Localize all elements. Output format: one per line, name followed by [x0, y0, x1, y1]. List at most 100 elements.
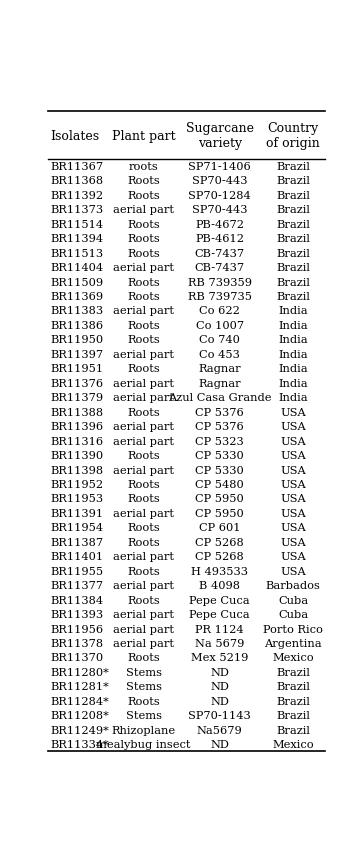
Text: BR11404: BR11404: [51, 263, 104, 273]
Text: BR11398: BR11398: [51, 465, 104, 475]
Text: Roots: Roots: [127, 494, 160, 504]
Text: BR11393: BR11393: [51, 609, 104, 619]
Text: Brazil: Brazil: [276, 292, 310, 302]
Text: India: India: [278, 321, 308, 331]
Text: Stems: Stems: [126, 667, 162, 677]
Text: PR 1124: PR 1124: [195, 624, 244, 634]
Text: Cuba: Cuba: [278, 609, 308, 619]
Text: aerial part: aerial part: [113, 624, 174, 634]
Text: Azul Casa Grande: Azul Casa Grande: [168, 392, 272, 403]
Text: CP 5950: CP 5950: [195, 508, 244, 519]
Text: BR11316: BR11316: [51, 436, 104, 446]
Text: Roots: Roots: [127, 653, 160, 663]
Text: CP 5950: CP 5950: [195, 494, 244, 504]
Text: BR11401: BR11401: [51, 552, 104, 561]
Text: Country
of origin: Country of origin: [266, 122, 320, 150]
Text: BR11379: BR11379: [51, 392, 104, 403]
Text: CP 5268: CP 5268: [195, 552, 244, 561]
Text: Roots: Roots: [127, 219, 160, 229]
Text: Brazil: Brazil: [276, 277, 310, 287]
Text: BR11397: BR11397: [51, 350, 104, 359]
Text: aerial part: aerial part: [113, 552, 174, 561]
Text: BR11281*: BR11281*: [51, 682, 109, 692]
Text: Roots: Roots: [127, 248, 160, 258]
Text: BR11376: BR11376: [51, 379, 104, 388]
Text: Brazil: Brazil: [276, 234, 310, 244]
Text: Mexico: Mexico: [272, 653, 314, 663]
Text: Roots: Roots: [127, 450, 160, 461]
Text: BR11391: BR11391: [51, 508, 104, 519]
Text: CP 5330: CP 5330: [195, 450, 244, 461]
Text: BR11280*: BR11280*: [51, 667, 109, 677]
Text: Roots: Roots: [127, 479, 160, 490]
Text: BR11370: BR11370: [51, 653, 104, 663]
Text: SP70-443: SP70-443: [192, 177, 248, 186]
Text: Co 740: Co 740: [199, 335, 240, 345]
Text: Sugarcane
variety: Sugarcane variety: [186, 122, 254, 150]
Text: BR11334*: BR11334*: [51, 740, 109, 749]
Text: SP71-1406: SP71-1406: [188, 162, 251, 171]
Text: Roots: Roots: [127, 177, 160, 186]
Text: BR11384: BR11384: [51, 595, 104, 605]
Text: USA: USA: [280, 494, 306, 504]
Text: aerial part: aerial part: [113, 263, 174, 273]
Text: USA: USA: [280, 537, 306, 547]
Text: BR11509: BR11509: [51, 277, 104, 287]
Text: Brazil: Brazil: [276, 177, 310, 186]
Text: CP 5330: CP 5330: [195, 465, 244, 475]
Text: BR11388: BR11388: [51, 407, 104, 417]
Text: BR11950: BR11950: [51, 335, 104, 345]
Text: India: India: [278, 335, 308, 345]
Text: Na 5679: Na 5679: [195, 638, 244, 648]
Text: India: India: [278, 350, 308, 359]
Text: Brazil: Brazil: [276, 162, 310, 171]
Text: Pepe Cuca: Pepe Cuca: [189, 595, 250, 605]
Text: BR11954: BR11954: [51, 523, 104, 533]
Text: Co 1007: Co 1007: [196, 321, 244, 331]
Text: BR11284*: BR11284*: [51, 696, 109, 706]
Text: Barbados: Barbados: [266, 581, 320, 590]
Text: ND: ND: [210, 682, 229, 692]
Text: Na5679: Na5679: [197, 725, 242, 735]
Text: Brazil: Brazil: [276, 205, 310, 215]
Text: BR11383: BR11383: [51, 306, 104, 316]
Text: BR11369: BR11369: [51, 292, 104, 302]
Text: Roots: Roots: [127, 364, 160, 374]
Text: BR11367: BR11367: [51, 162, 104, 171]
Text: aerial part: aerial part: [113, 379, 174, 388]
Text: India: India: [278, 392, 308, 403]
Text: BR11952: BR11952: [51, 479, 104, 490]
Text: USA: USA: [280, 523, 306, 533]
Text: BR11955: BR11955: [51, 566, 104, 576]
Text: USA: USA: [280, 552, 306, 561]
Text: CP 5323: CP 5323: [195, 436, 244, 446]
Text: RB 739359: RB 739359: [188, 277, 252, 287]
Text: USA: USA: [280, 465, 306, 475]
Text: aerial part: aerial part: [113, 392, 174, 403]
Text: Argentina: Argentina: [264, 638, 322, 648]
Text: CP 5376: CP 5376: [195, 407, 244, 417]
Text: Rhizoplane: Rhizoplane: [112, 725, 176, 735]
Text: RB 739735: RB 739735: [188, 292, 252, 302]
Text: Isolates: Isolates: [51, 130, 100, 142]
Text: BR11951: BR11951: [51, 364, 104, 374]
Text: CP 5480: CP 5480: [195, 479, 244, 490]
Text: BR11368: BR11368: [51, 177, 104, 186]
Text: Roots: Roots: [127, 277, 160, 287]
Text: aerial part: aerial part: [113, 609, 174, 619]
Text: roots: roots: [129, 162, 159, 171]
Text: Roots: Roots: [127, 537, 160, 547]
Text: CB-7437: CB-7437: [195, 248, 245, 258]
Text: aerial part: aerial part: [113, 508, 174, 519]
Text: BR11208*: BR11208*: [51, 711, 109, 721]
Text: Brazil: Brazil: [276, 248, 310, 258]
Text: Roots: Roots: [127, 566, 160, 576]
Text: BR11249*: BR11249*: [51, 725, 109, 735]
Text: Roots: Roots: [127, 321, 160, 331]
Text: SP70-1143: SP70-1143: [188, 711, 251, 721]
Text: CB-7437: CB-7437: [195, 263, 245, 273]
Text: USA: USA: [280, 436, 306, 446]
Text: Roots: Roots: [127, 523, 160, 533]
Text: Ragnar: Ragnar: [198, 379, 241, 388]
Text: SP70-443: SP70-443: [192, 205, 248, 215]
